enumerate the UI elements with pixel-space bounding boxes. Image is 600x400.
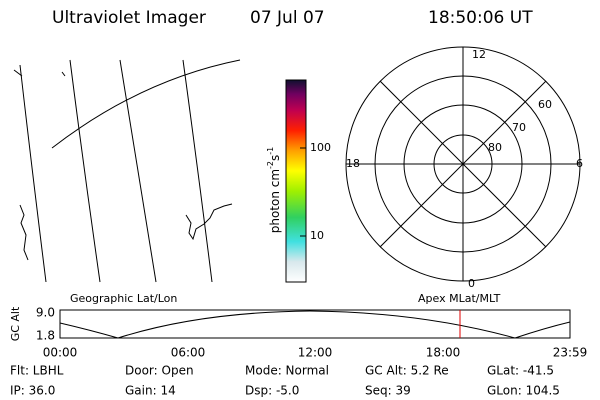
mlt-label: 12 <box>472 48 486 61</box>
info-field: GLat: -41.5 <box>487 364 554 378</box>
colorbar-label: photon cm-2s-1 <box>266 147 282 234</box>
axis-label: GC Alt <box>9 306 22 341</box>
info-field: Gain: 14 <box>125 384 176 398</box>
mlt-label: 0 <box>468 277 475 290</box>
info-field: GLon: 104.5 <box>487 384 560 398</box>
info-field: Mode: Normal <box>245 364 329 378</box>
info-field: Seq: 39 <box>365 384 411 398</box>
colorbar-tick: 10 <box>310 229 324 242</box>
x-tick-label: 12:00 <box>298 346 333 360</box>
info-panel: Flt: LBHL Door: Open Mode: Normal GC Alt: 5… <box>10 364 560 398</box>
x-tick-label: 00:00 <box>43 346 78 360</box>
y-tick-label: 1.8 <box>36 329 55 343</box>
title: Ultraviolet Imager <box>52 8 206 28</box>
lat-label: 70 <box>512 121 526 134</box>
colorbar: 100 10 photon cm-2s-1 <box>266 79 331 283</box>
date: 07 Jul 07 <box>250 8 325 28</box>
mlt-label: 18 <box>346 157 360 170</box>
x-tick-label: 23:59 <box>553 346 588 360</box>
lat-label: 60 <box>538 98 552 111</box>
info-field: GC Alt: 5.2 Re <box>365 364 449 378</box>
info-field: Dsp: -5.0 <box>245 384 299 398</box>
info-field: IP: 36.0 <box>10 384 55 398</box>
strip-title: Geographic Lat/Lon <box>70 292 177 305</box>
time: 18:50:06 UT <box>428 8 533 28</box>
colorbar-scale <box>285 79 307 283</box>
x-tick-label: 18:00 <box>426 346 461 360</box>
info-field: Door: Open <box>125 364 194 378</box>
y-tick-label: 9.0 <box>36 306 55 320</box>
mlt-label: 6 <box>576 157 583 170</box>
info-field: Flt: LBHL <box>10 364 64 378</box>
colorbar-tick: 100 <box>310 141 331 154</box>
map <box>13 59 241 283</box>
altitude-strip: Geographic Lat/Lon Apex MLat/MLT GC Alt … <box>9 292 587 360</box>
lat-label: 80 <box>488 141 502 154</box>
strip-title: Apex MLat/MLT <box>418 292 501 305</box>
x-tick-label: 06:00 <box>171 346 206 360</box>
polar-plot: 12 18 6 0 60 70 80 <box>345 46 583 290</box>
